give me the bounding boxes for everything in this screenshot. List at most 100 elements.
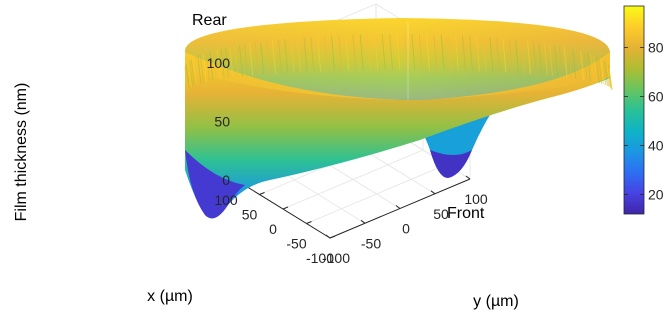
surface-mesh-line bbox=[606, 63, 611, 88]
x-tick-2: 0 bbox=[269, 221, 277, 237]
z-tick-labels: 0 50 100 bbox=[207, 55, 231, 188]
surface-mesh-line bbox=[271, 40, 276, 74]
surface-mesh-line bbox=[532, 41, 537, 75]
surface-mesh-line bbox=[598, 57, 603, 84]
surface-mesh-line bbox=[260, 41, 265, 75]
surface-mesh-line bbox=[475, 36, 480, 72]
colorbar-tick-2: 60 bbox=[648, 89, 664, 105]
surface-mesh-line bbox=[187, 62, 192, 87]
surface-mesh-line bbox=[249, 43, 254, 76]
surface-mesh-line bbox=[206, 52, 210, 82]
surface-mesh-line bbox=[254, 42, 259, 76]
y-tick-labels: -100 -50 0 50 100 bbox=[322, 191, 488, 266]
surface-mesh-line bbox=[605, 62, 610, 87]
surface-mesh-line bbox=[583, 51, 588, 81]
surface-mesh-line bbox=[590, 54, 595, 82]
surface-mesh-line bbox=[580, 50, 585, 80]
surface-mesh-line bbox=[489, 37, 494, 72]
surface-mesh-line bbox=[374, 33, 379, 70]
surface-mesh-line bbox=[189, 60, 194, 86]
surface-mesh-line bbox=[194, 57, 199, 84]
surface-mesh-line bbox=[185, 65, 189, 89]
colorbar-tick-1: 40 bbox=[648, 138, 664, 154]
surface-mesh-line bbox=[447, 34, 452, 71]
film-thickness-surface bbox=[184, 18, 613, 219]
y-tick-3: 50 bbox=[433, 206, 449, 222]
surface-mesh-line bbox=[220, 48, 225, 79]
surface-mesh-line bbox=[411, 33, 416, 70]
y-tick-0: -100 bbox=[322, 250, 350, 266]
colorbar-tick-0: 20 bbox=[648, 186, 664, 202]
annotation-rear: Rear bbox=[192, 12, 227, 29]
surface-mesh-line bbox=[297, 37, 301, 73]
surface-mesh-line bbox=[284, 38, 289, 73]
annotation-front: Front bbox=[447, 205, 485, 222]
colorbar-bar bbox=[623, 5, 645, 215]
surface-mesh-line bbox=[462, 35, 466, 71]
surface-mesh-line bbox=[331, 35, 335, 71]
surface-mesh-line bbox=[185, 64, 190, 88]
surface-mesh-line bbox=[554, 45, 558, 77]
surface-mesh-line bbox=[212, 50, 217, 80]
surface-mesh-line bbox=[454, 35, 459, 71]
surface-mesh-line bbox=[197, 56, 202, 84]
surface-mesh-line bbox=[186, 63, 191, 88]
z-tick-1: 50 bbox=[214, 114, 230, 130]
surface-mesh-line bbox=[199, 55, 204, 83]
surface-mesh-line bbox=[310, 36, 315, 72]
x-tick-0: -100 bbox=[306, 250, 334, 266]
surface-mesh-line bbox=[549, 44, 553, 77]
surface-mesh-line bbox=[389, 33, 394, 70]
surface-mesh-line bbox=[317, 36, 322, 72]
surface-mesh-line bbox=[190, 59, 195, 86]
surface-left-dip-min bbox=[185, 150, 245, 219]
surface-mesh-line bbox=[543, 43, 548, 76]
surface-mesh-line bbox=[192, 58, 197, 85]
surface-mesh-line bbox=[290, 38, 295, 73]
x-axis-label: x (µm) bbox=[147, 288, 193, 305]
surface-mesh-line bbox=[418, 33, 423, 70]
surface-mesh-line bbox=[229, 46, 234, 78]
surface-mesh-line bbox=[587, 52, 591, 82]
x-tick-1: -50 bbox=[286, 236, 306, 252]
colorbar-ticks: 20 40 60 80 bbox=[624, 40, 664, 202]
surface-mesh-line bbox=[600, 58, 605, 85]
surface-mesh-line bbox=[558, 45, 563, 78]
surface-mesh-line bbox=[234, 45, 239, 78]
surface-mesh-line bbox=[426, 34, 430, 71]
surface-mesh-line bbox=[538, 42, 543, 76]
surface-mesh-line bbox=[563, 46, 568, 78]
y-tick-4: 100 bbox=[464, 191, 488, 207]
surface-mesh-line bbox=[508, 38, 513, 73]
surface-mesh-line bbox=[225, 47, 229, 79]
x-tick-3: 50 bbox=[242, 207, 258, 223]
surface-mesh-line bbox=[440, 34, 445, 71]
x-tick-4: 100 bbox=[214, 192, 238, 208]
surface-mesh-line bbox=[367, 34, 371, 71]
surface-mesh-line bbox=[244, 44, 248, 77]
surface-mesh-line bbox=[352, 34, 357, 71]
surface-mesh-line bbox=[608, 67, 613, 91]
surface-mesh-line bbox=[403, 33, 408, 70]
y-tick-1: -50 bbox=[361, 235, 381, 251]
colorbar: 20 40 60 80 bbox=[623, 5, 664, 215]
surface-mesh-line bbox=[345, 34, 350, 71]
surface-mesh-line bbox=[527, 41, 531, 75]
surface-mesh-line bbox=[603, 60, 608, 86]
surface-mesh-line bbox=[359, 34, 364, 71]
surface-mesh-line bbox=[278, 39, 282, 74]
surface-mesh-line bbox=[482, 36, 487, 72]
surface-mesh-line bbox=[595, 56, 600, 84]
surface-mesh-line bbox=[576, 49, 581, 80]
surface-mesh-line bbox=[381, 33, 386, 70]
surface-mesh-line bbox=[502, 38, 507, 73]
surface-mesh-line bbox=[602, 59, 607, 86]
surface-mesh-line bbox=[396, 33, 401, 70]
surface-mesh-line bbox=[202, 54, 207, 82]
surface-mesh-line bbox=[338, 35, 343, 71]
surface-mesh-line bbox=[521, 40, 526, 74]
z-tick-2: 100 bbox=[207, 55, 231, 71]
surface-mesh-line bbox=[496, 37, 500, 73]
